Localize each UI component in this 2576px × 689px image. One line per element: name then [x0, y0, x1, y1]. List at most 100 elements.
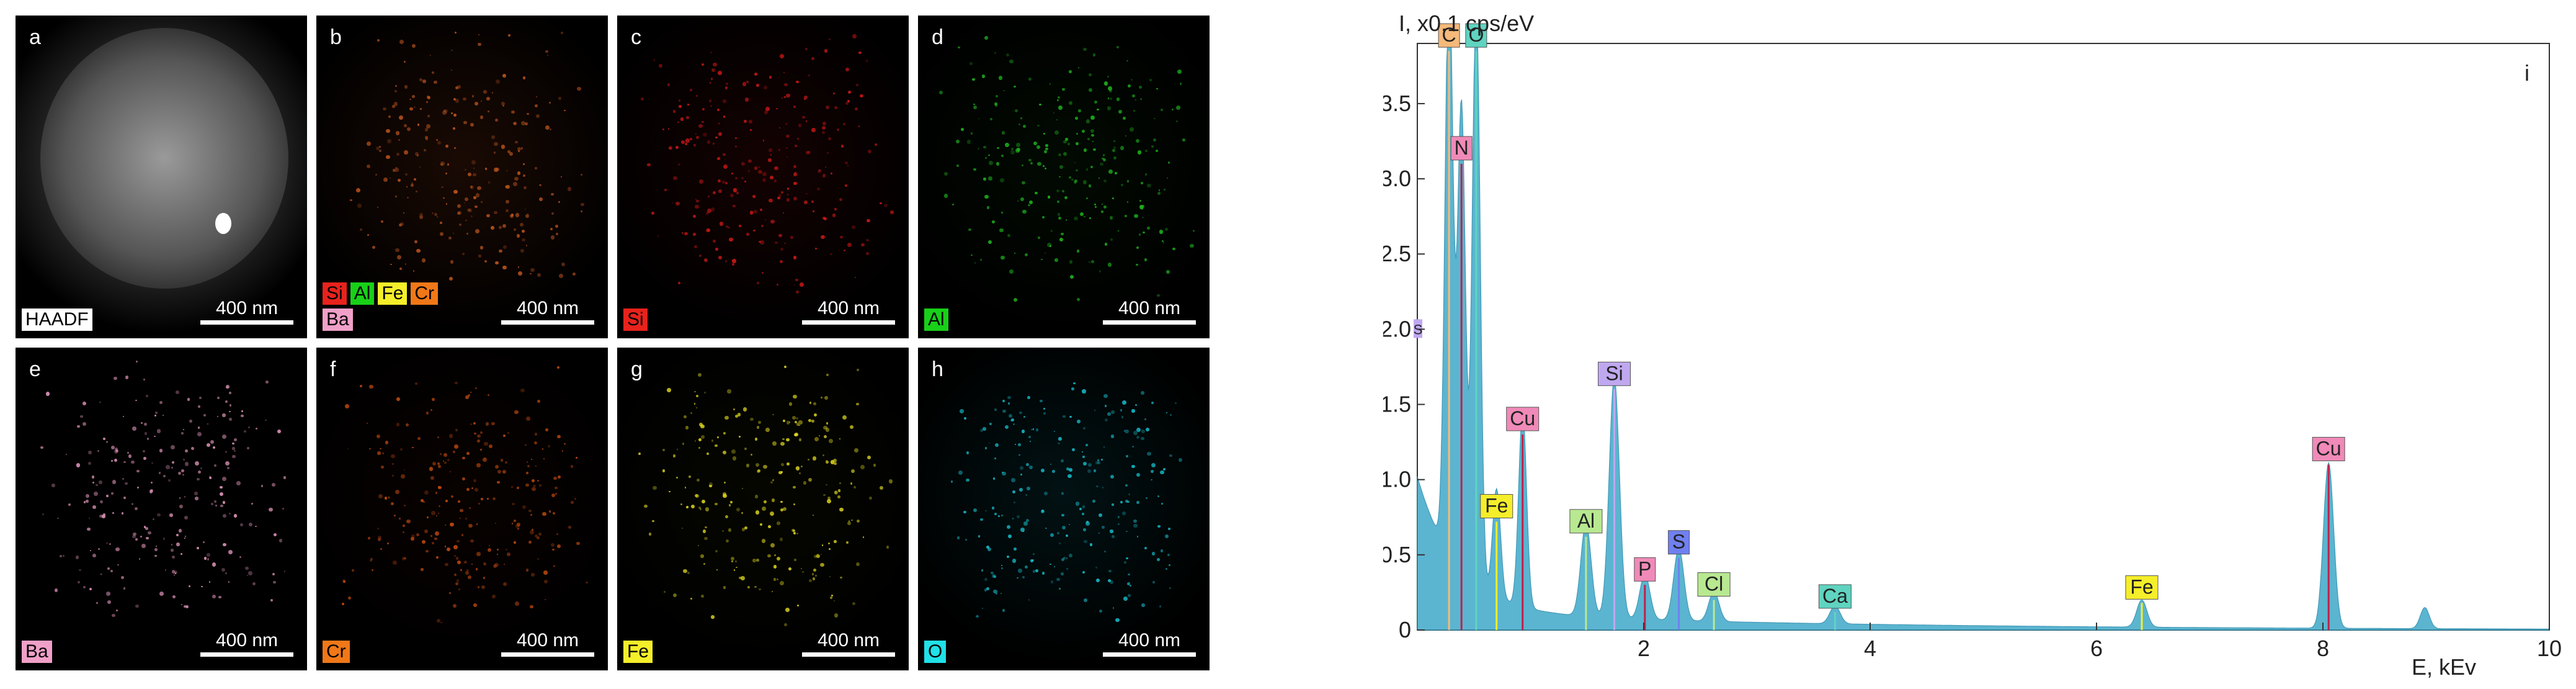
map-speckle [154, 414, 156, 417]
map-speckle [960, 127, 964, 131]
map-speckle [1141, 391, 1144, 395]
map-speckle [1066, 534, 1069, 538]
map-speckle [647, 163, 651, 167]
map-speckle [1140, 207, 1144, 210]
map-speckle [550, 228, 553, 231]
map-speckle [496, 553, 499, 556]
map-speckle [1162, 241, 1165, 244]
map-speckle [844, 161, 848, 164]
map-speckle [702, 120, 704, 124]
map-speckle [1129, 584, 1132, 587]
scale-bar-label: 400 nm [817, 298, 880, 318]
map-speckle [229, 410, 231, 412]
map-speckle [786, 198, 790, 202]
map-speckle [1100, 163, 1103, 166]
map-speckle [1082, 389, 1086, 394]
map-speckle [1104, 81, 1108, 86]
map-speckle [446, 547, 450, 551]
map-speckle [533, 441, 538, 445]
map-speckle [1136, 536, 1139, 538]
element-tag: Al [350, 282, 375, 305]
map-speckle [1056, 577, 1060, 582]
map-speckle [744, 97, 749, 102]
map-speckle [510, 214, 514, 218]
map-speckle [125, 376, 129, 379]
map-speckle [984, 447, 987, 449]
map-speckle [696, 94, 698, 97]
y-tick-label: 3.0 [1383, 166, 1411, 191]
map-speckle [785, 607, 790, 612]
map-speckle [151, 462, 153, 464]
map-speckle [1162, 467, 1165, 471]
map-speckle [796, 138, 799, 140]
map-speckle [432, 212, 434, 215]
y-tick-label: 3.5 [1383, 91, 1411, 116]
peak-label-box [1465, 23, 1487, 48]
map-speckle [1012, 423, 1015, 426]
map-speckle [853, 485, 857, 489]
map-speckle [522, 174, 525, 177]
map-speckle [200, 585, 203, 588]
scale-bar-line [200, 652, 293, 657]
map-speckle [675, 202, 680, 206]
map-speckle [409, 107, 413, 110]
map-speckle [1013, 298, 1017, 302]
element-tags: Ba [22, 641, 158, 663]
map-speckle [1064, 196, 1067, 200]
map-speckle [1116, 45, 1119, 48]
map-speckle [717, 179, 721, 182]
map-speckle [123, 587, 125, 590]
map-speckle [1125, 135, 1126, 137]
map-speckle [228, 581, 230, 583]
map-speckle [1049, 245, 1052, 247]
map-speckle [505, 199, 510, 204]
map-speckle [279, 539, 283, 543]
map-speckle [1115, 618, 1120, 623]
map-speckle [419, 108, 422, 110]
map-speckle [392, 463, 394, 465]
scale-bar-label: 400 nm [817, 630, 880, 651]
scale-bar-line [802, 320, 895, 325]
map-speckle [503, 435, 506, 438]
map-speckle [457, 84, 461, 89]
map-speckle [783, 365, 787, 368]
plot-frame [1417, 43, 2550, 631]
map-speckle [143, 457, 147, 461]
map-speckle [526, 461, 528, 463]
map-speckle [526, 245, 528, 246]
map-speckle [395, 248, 399, 252]
map-speckle [695, 407, 697, 408]
map-speckle [471, 487, 473, 489]
map-speckle [381, 452, 384, 454]
map-speckle [702, 529, 706, 533]
map-speckle [244, 430, 246, 433]
map-speckle [724, 415, 729, 420]
map-speckle [1176, 106, 1180, 110]
map-speckle [506, 552, 510, 557]
map-speckle [821, 397, 822, 399]
map-speckle [476, 523, 478, 525]
map-speckle [698, 254, 702, 257]
map-speckle [411, 43, 416, 48]
map-speckle [209, 475, 212, 478]
map-speckle [701, 595, 705, 598]
map-speckle [1007, 525, 1011, 529]
map-speckle [432, 398, 435, 402]
map-speckle [185, 605, 189, 608]
map-speckle [229, 512, 231, 515]
map-speckle [1166, 177, 1168, 179]
map-speckle [534, 433, 538, 436]
map-speckle [76, 556, 79, 559]
map-speckle [756, 426, 760, 429]
map-speckle [465, 219, 467, 222]
map-speckle [1018, 443, 1022, 447]
map-speckle [1087, 137, 1090, 140]
map-speckle [1113, 146, 1116, 150]
map-speckle [758, 166, 760, 168]
scale-bar-line [501, 652, 594, 657]
map-speckle [998, 76, 1003, 81]
map-speckle [1177, 69, 1182, 74]
map-speckle [738, 435, 741, 438]
map-speckle [282, 508, 284, 510]
map-speckle [520, 223, 524, 227]
